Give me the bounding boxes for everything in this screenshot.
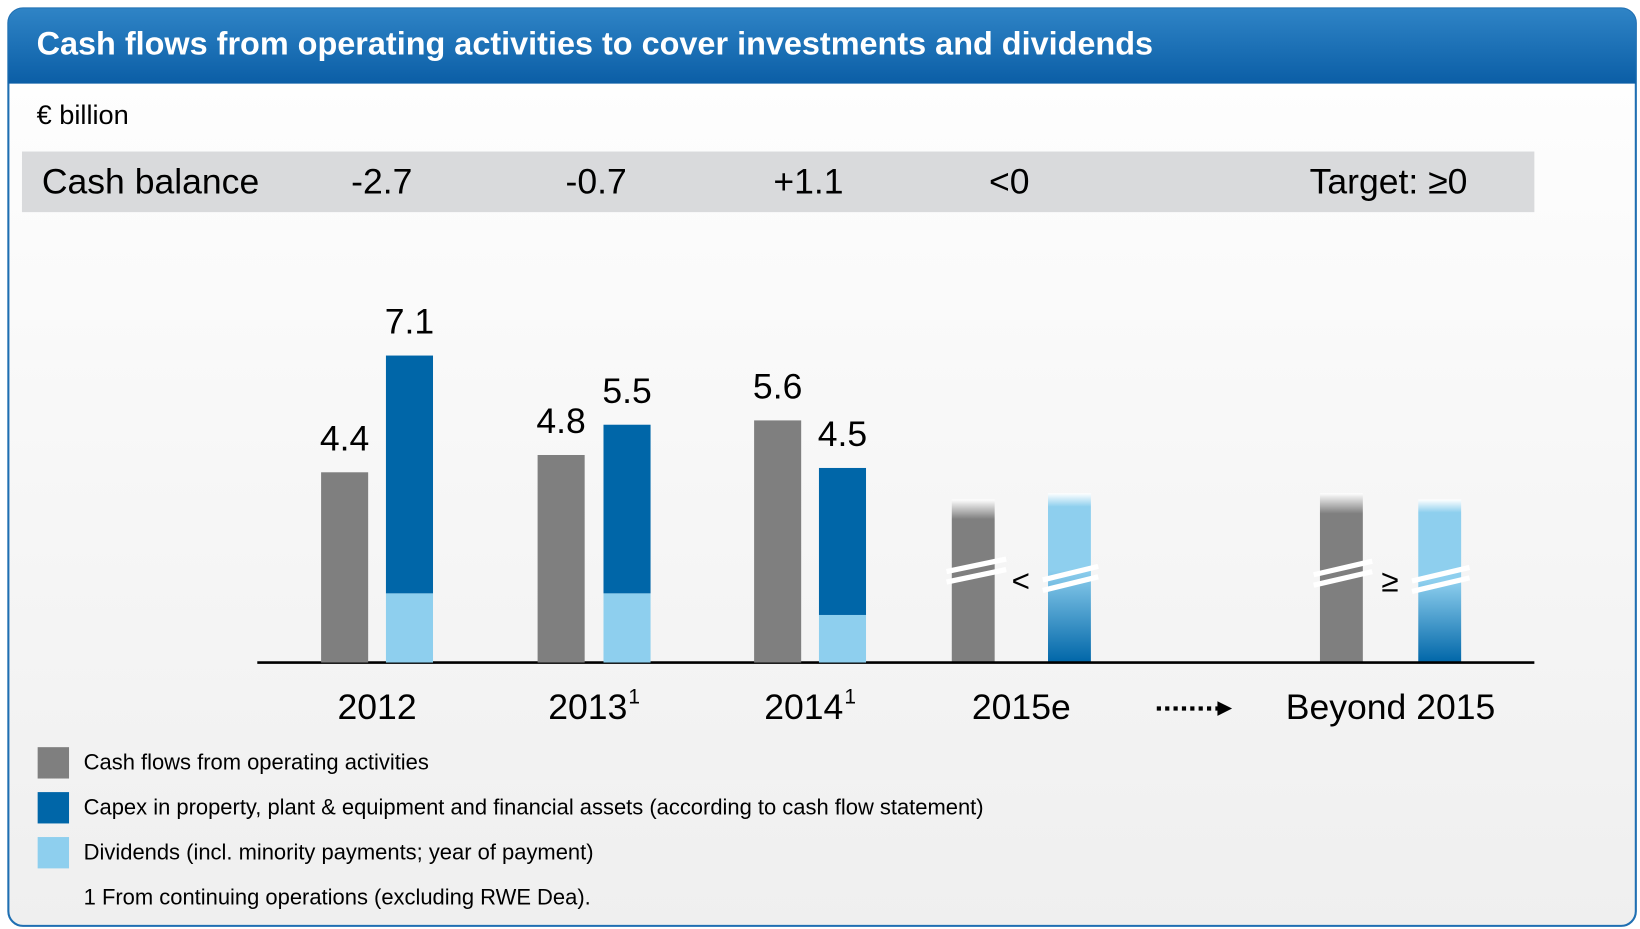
footnote-marker: 1 [628, 686, 640, 709]
x-tick-label: 2012 [338, 687, 417, 727]
chart-title: Cash flows from operating activities to … [37, 26, 1153, 62]
bar [537, 454, 585, 663]
legend-label: Dividends (incl. minority payments; year… [84, 840, 594, 865]
legend-label: Capex in property, plant & equipment and… [84, 795, 984, 820]
arrow [1156, 701, 1233, 716]
footnote-marker: 1 [844, 686, 856, 709]
x-tick-label: Beyond 2015 [1286, 687, 1496, 727]
legend-swatch [37, 747, 70, 779]
bar-segment [818, 467, 867, 615]
cash-balance-value: -0.7 [566, 161, 627, 201]
value-label: 4.4 [320, 418, 369, 458]
total-label: 4.5 [818, 414, 867, 454]
bar-segment [385, 593, 434, 663]
legend-swatch [37, 837, 70, 869]
bar [754, 420, 802, 663]
cash-balance-target: Target: ≥0 [1310, 161, 1468, 201]
cash-balance-value: <0 [989, 161, 1030, 201]
bar-segment [603, 593, 651, 663]
frame [7, 7, 1637, 927]
total-label: 7.1 [385, 302, 434, 342]
bar [321, 472, 369, 663]
cash-balance-value: -2.7 [351, 161, 412, 201]
x-tick-label: 2015e [972, 687, 1071, 727]
footnote: 1 From continuing operations (excluding … [84, 884, 591, 909]
value-label: 4.8 [536, 401, 585, 441]
x-tick-label: 2014 [764, 687, 843, 727]
legend-swatch [37, 792, 70, 824]
header-bar [8, 8, 1636, 84]
cash-balance-value: +1.1 [773, 161, 843, 201]
unit-label: € billion [37, 99, 129, 130]
value-label: 5.6 [753, 366, 802, 406]
bar-segment [818, 614, 867, 663]
comparison-sign: ≥ [1381, 563, 1398, 598]
break-marks [946, 556, 1471, 595]
bar-segment [385, 355, 434, 594]
total-label: 5.5 [602, 371, 651, 411]
bar-segment [603, 424, 651, 594]
comparison-sign: < [1012, 563, 1030, 598]
x-tick-label: 2013 [548, 687, 627, 727]
legend-label: Cash flows from operating activities [84, 750, 429, 775]
cash-balance-band [21, 151, 1535, 213]
cash-balance-label: Cash balance [42, 161, 259, 201]
